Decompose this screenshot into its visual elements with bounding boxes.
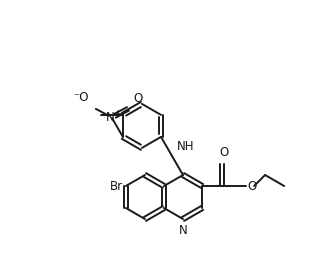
Text: N: N	[179, 224, 187, 237]
Text: ⁻O: ⁻O	[73, 91, 89, 104]
Text: NH: NH	[177, 140, 194, 153]
Text: O: O	[133, 92, 142, 105]
Text: N: N	[106, 111, 114, 124]
Text: O: O	[247, 180, 256, 192]
Text: O: O	[219, 146, 229, 159]
Text: +: +	[113, 109, 121, 119]
Text: Br: Br	[110, 180, 123, 192]
